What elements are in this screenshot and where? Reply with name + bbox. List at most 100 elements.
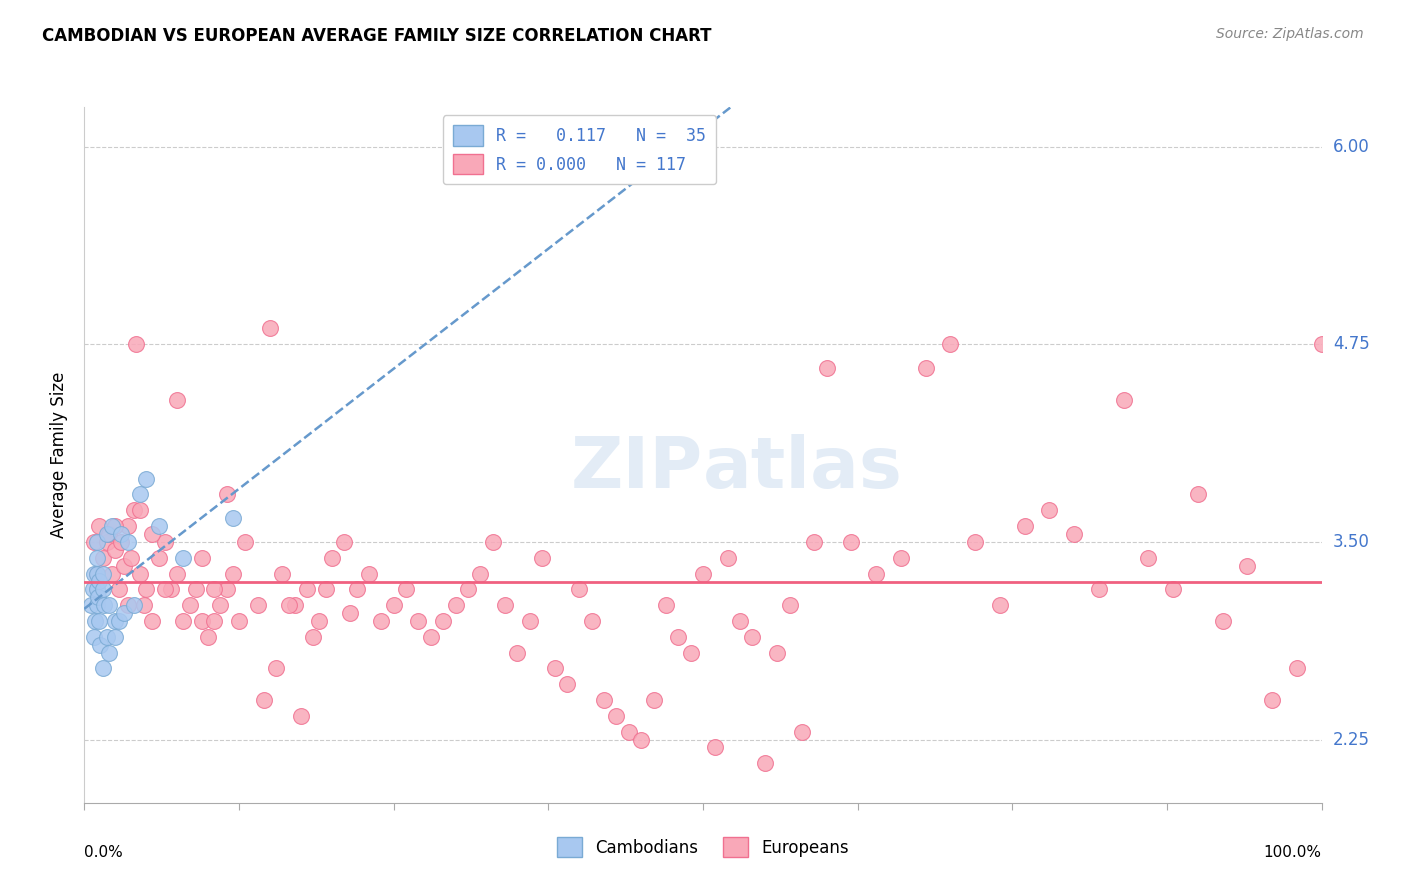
Point (506, 646, 529, 660)
Text: 100.0%: 100.0% (1264, 845, 1322, 860)
Point (172, 614, 194, 628)
Point (444, 598, 467, 612)
Point (605, 708, 627, 723)
Point (83, 630, 105, 644)
Text: ZIP: ZIP (571, 434, 703, 503)
Point (264, 661, 287, 675)
Point (593, 693, 616, 707)
Point (89, 614, 111, 628)
Point (1038, 503, 1060, 517)
Point (141, 614, 163, 628)
Point (222, 566, 245, 581)
Point (117, 598, 139, 612)
Point (215, 582, 238, 597)
Point (432, 614, 454, 628)
Point (86, 534, 108, 549)
Point (215, 487, 238, 501)
Point (939, 337, 962, 351)
Point (222, 511, 245, 525)
Point (630, 732, 652, 747)
Point (470, 566, 492, 581)
Point (184, 582, 207, 597)
Point (191, 550, 214, 565)
Point (83, 534, 105, 549)
Point (779, 598, 801, 612)
Point (141, 527, 163, 541)
Point (166, 392, 188, 407)
Point (481, 534, 503, 549)
Point (965, 534, 987, 549)
Legend: Cambodians, Europeans: Cambodians, Europeans (550, 830, 856, 864)
Point (357, 566, 380, 581)
Text: 0.0%: 0.0% (84, 845, 124, 860)
Point (122, 598, 145, 612)
Point (96, 527, 118, 541)
Point (91, 550, 114, 565)
Point (766, 646, 789, 660)
Point (408, 614, 430, 628)
Point (1063, 527, 1085, 541)
Point (543, 661, 565, 675)
Point (253, 693, 276, 707)
Point (112, 558, 135, 573)
Point (96, 630, 118, 644)
Point (284, 598, 307, 612)
Point (117, 519, 139, 533)
Point (741, 630, 763, 644)
Point (86, 582, 108, 597)
Point (153, 582, 176, 597)
Point (91, 661, 114, 675)
Point (890, 550, 912, 565)
Point (914, 361, 936, 376)
Point (302, 630, 325, 644)
Point (110, 527, 132, 541)
Point (1187, 487, 1209, 501)
Point (122, 503, 145, 517)
Point (129, 566, 152, 581)
Point (89, 519, 111, 533)
Point (1088, 582, 1111, 597)
Point (555, 677, 578, 691)
Point (382, 598, 405, 612)
Point (98, 527, 121, 541)
Point (135, 582, 157, 597)
Point (1161, 582, 1184, 597)
Point (271, 566, 294, 581)
Point (104, 630, 127, 644)
Point (333, 534, 356, 549)
Point (277, 598, 299, 612)
Point (1236, 558, 1258, 573)
Point (86, 550, 108, 565)
Point (754, 756, 776, 771)
Point (259, 321, 281, 335)
Point (339, 606, 361, 620)
Point (666, 630, 689, 644)
Point (86, 566, 108, 581)
Point (1261, 693, 1284, 707)
Point (86, 598, 108, 612)
Point (655, 598, 678, 612)
Point (112, 606, 135, 620)
Point (346, 582, 368, 597)
Text: 6.00: 6.00 (1333, 137, 1369, 155)
Point (1014, 519, 1036, 533)
Text: 4.75: 4.75 (1333, 335, 1369, 353)
Point (581, 614, 603, 628)
Point (197, 630, 219, 644)
Point (692, 566, 714, 581)
Point (457, 582, 479, 597)
Y-axis label: Average Family Size: Average Family Size (51, 372, 69, 538)
Text: 3.50: 3.50 (1333, 533, 1369, 551)
Point (419, 630, 441, 644)
Point (1112, 392, 1135, 407)
Point (104, 542, 127, 557)
Point (568, 582, 591, 597)
Point (643, 693, 665, 707)
Point (233, 534, 256, 549)
Point (129, 487, 152, 501)
Point (494, 598, 516, 612)
Text: 2.25: 2.25 (1333, 731, 1369, 748)
Point (815, 361, 838, 376)
Point (841, 534, 863, 549)
Point (1137, 550, 1160, 565)
